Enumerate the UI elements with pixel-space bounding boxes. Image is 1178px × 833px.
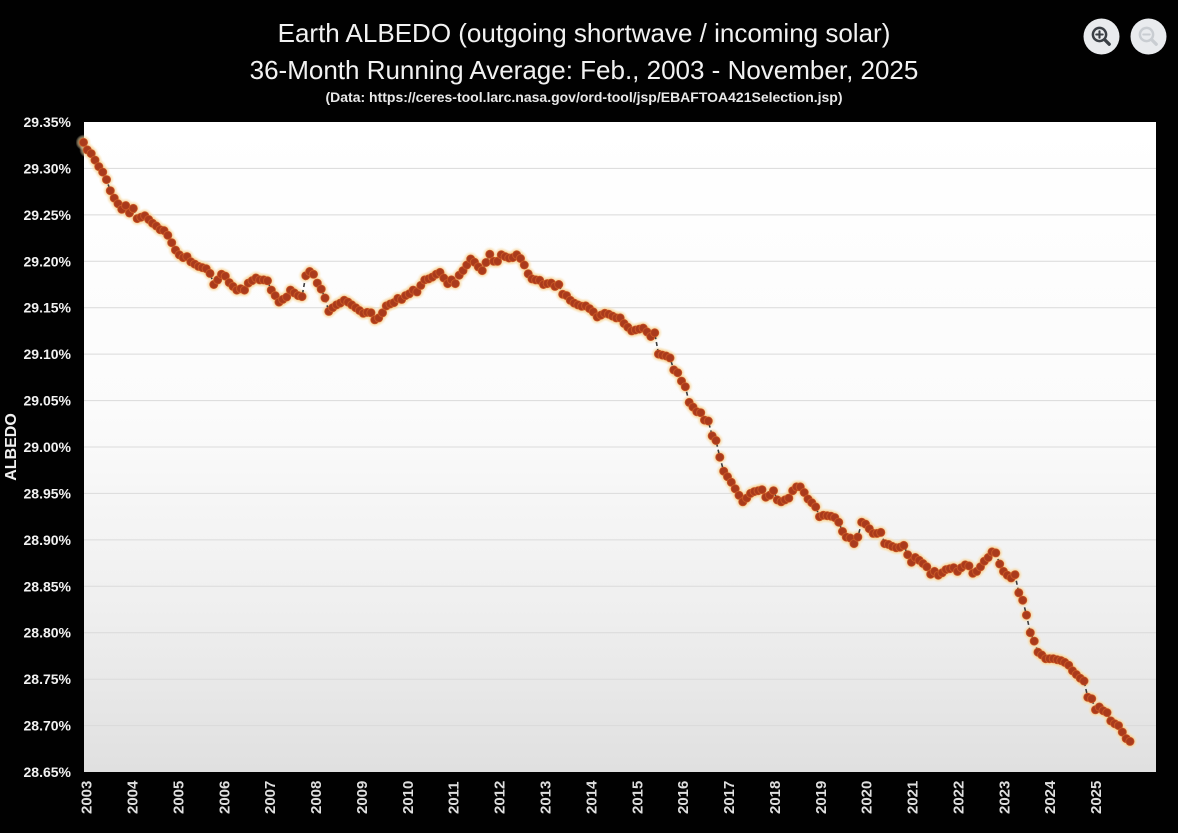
svg-text:ALBEDO: ALBEDO: [3, 413, 20, 481]
svg-text:28.90%: 28.90%: [24, 532, 72, 548]
svg-text:28.95%: 28.95%: [24, 485, 72, 501]
svg-text:2005: 2005: [171, 781, 188, 814]
svg-text:2014: 2014: [583, 780, 600, 814]
svg-text:2006: 2006: [216, 781, 233, 814]
svg-text:2017: 2017: [721, 781, 738, 814]
svg-text:29.25%: 29.25%: [24, 207, 72, 223]
svg-text:2004: 2004: [125, 780, 142, 814]
svg-text:2003: 2003: [79, 781, 96, 814]
svg-text:2008: 2008: [308, 781, 325, 814]
svg-text:29.00%: 29.00%: [24, 439, 72, 455]
svg-text:2016: 2016: [675, 781, 692, 814]
svg-text:(Data: https://ceres-tool.larc: (Data: https://ceres-tool.larc.nasa.gov/…: [325, 89, 842, 105]
svg-text:2018: 2018: [767, 781, 784, 814]
svg-text:2020: 2020: [859, 781, 876, 814]
svg-text:29.35%: 29.35%: [24, 114, 72, 130]
svg-text:2013: 2013: [538, 781, 555, 814]
svg-text:29.05%: 29.05%: [24, 393, 72, 409]
svg-text:2025: 2025: [1088, 781, 1105, 814]
svg-text:2022: 2022: [950, 781, 967, 814]
svg-text:29.30%: 29.30%: [24, 160, 72, 176]
svg-text:2023: 2023: [996, 781, 1013, 814]
svg-text:29.20%: 29.20%: [24, 253, 72, 269]
svg-text:2009: 2009: [354, 781, 371, 814]
svg-text:28.85%: 28.85%: [24, 578, 72, 594]
svg-text:2015: 2015: [629, 781, 646, 814]
svg-text:2019: 2019: [813, 781, 830, 814]
svg-text:Earth ALBEDO (outgoing shortwa: Earth ALBEDO (outgoing shortwave / incom…: [278, 18, 891, 48]
svg-text:2011: 2011: [446, 781, 463, 814]
svg-text:29.10%: 29.10%: [24, 346, 72, 362]
svg-text:2010: 2010: [400, 781, 417, 814]
svg-text:2021: 2021: [905, 781, 922, 814]
svg-text:2024: 2024: [1042, 780, 1059, 814]
svg-text:2012: 2012: [492, 781, 509, 814]
svg-text:29.15%: 29.15%: [24, 300, 72, 316]
svg-text:36-Month Running Average: Feb.: 36-Month Running Average: Feb., 2003 - N…: [250, 55, 919, 85]
svg-text:2007: 2007: [262, 781, 279, 814]
svg-text:28.65%: 28.65%: [24, 764, 72, 780]
svg-text:28.70%: 28.70%: [24, 718, 72, 734]
svg-text:28.80%: 28.80%: [24, 625, 72, 641]
svg-text:28.75%: 28.75%: [24, 671, 72, 687]
